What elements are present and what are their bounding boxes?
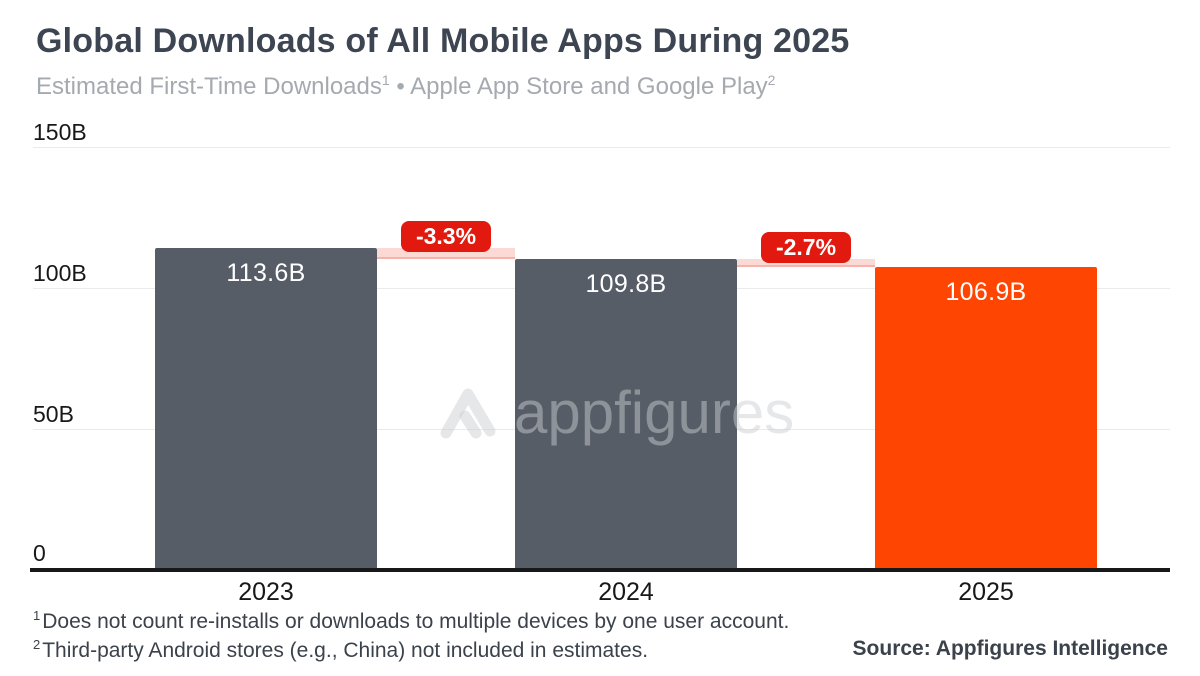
chart-title: Global Downloads of All Mobile Apps Duri… <box>36 22 850 60</box>
gridline-150b <box>33 147 1170 148</box>
subtitle-text-1: Estimated First-Time Downloads <box>36 73 382 100</box>
xtick-2025: 2025 <box>958 578 1014 606</box>
ytick-100b: 100B <box>33 260 87 286</box>
source-attribution: Source: Appfigures Intelligence <box>852 637 1168 660</box>
footnote-1: 1Does not count re-installs or downloads… <box>33 608 789 634</box>
subtitle-text-2: • Apple App Store and Google Play <box>389 73 768 100</box>
footnote-1-sup: 1 <box>33 608 41 623</box>
bar-value-label: 113.6B <box>226 259 306 288</box>
chart-subtitle: Estimated First-Time Downloads1 • Apple … <box>36 72 775 101</box>
footnote-2-sup: 2 <box>33 637 41 652</box>
delta-badge-2023-2024: -3.3% <box>401 221 491 253</box>
x-axis-baseline <box>30 568 1170 572</box>
footnote-2-text: Third-party Android stores (e.g., China)… <box>42 639 649 662</box>
footnote-ref-2: 2 <box>767 72 776 88</box>
ytick-50b: 50B <box>33 401 74 427</box>
footnote-ref-1: 1 <box>381 72 390 88</box>
xtick-2023: 2023 <box>238 578 294 606</box>
decline-band-2024-2025 <box>737 259 875 268</box>
footnote-1-text: Does not count re-installs or downloads … <box>42 610 790 633</box>
bar-value-label: 109.8B <box>585 270 667 299</box>
bar-2024: 109.8B <box>515 259 737 568</box>
ytick-150b: 150B <box>33 119 87 145</box>
decline-band-2023-2024 <box>377 248 515 260</box>
footnote-2: 2Third-party Android stores (e.g., China… <box>33 637 648 663</box>
bar-2025: 106.9B <box>875 267 1097 568</box>
bar-value-label: 106.9B <box>945 278 1027 307</box>
xtick-2024: 2024 <box>598 578 654 606</box>
appfigures-logo-icon <box>438 381 500 444</box>
bar-2023: 113.6B <box>155 248 377 568</box>
delta-badge-2024-2025: -2.7% <box>761 232 851 264</box>
ytick-0: 0 <box>33 540 46 566</box>
